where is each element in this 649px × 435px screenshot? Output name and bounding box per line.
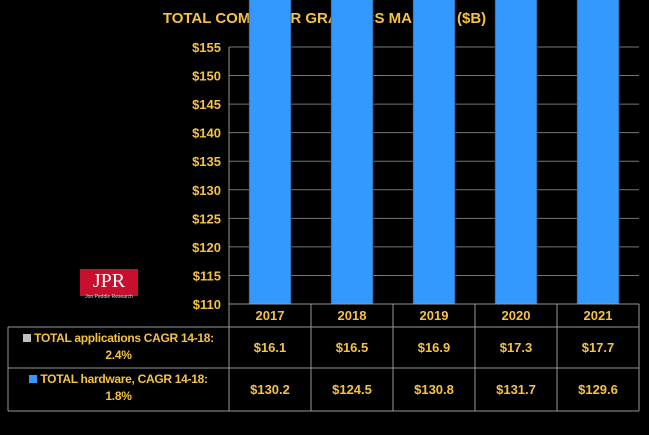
data-label: $16.5 [335, 340, 369, 355]
legend-swatch [29, 375, 38, 383]
data-label: $17.7 [581, 340, 615, 355]
data-label: $16.9 [417, 340, 451, 355]
jpr-logo-subtitle: Jon Peddie Research [85, 294, 133, 300]
legend-label-line2: 1.8% [105, 389, 132, 403]
bar-hardware [412, 0, 456, 305]
chart-title: TOTAL COMPUTER GRAPHICS MARKET ($B) [162, 10, 487, 27]
y-tick-label: $135 [192, 154, 221, 169]
data-label: $17.3 [499, 340, 533, 355]
legend-label-line1: TOTAL hardware, CAGR 14-18: [40, 372, 208, 386]
y-tick-label: $140 [192, 126, 221, 141]
bar-hardware [248, 0, 292, 305]
bar-hardware [494, 0, 538, 305]
legend-label: TOTAL hardware, CAGR 14-18: 1.8% [9, 371, 228, 405]
y-tick-label: $155 [192, 40, 221, 55]
y-tick-label: $150 [192, 69, 221, 84]
data-label: $124.5 [332, 382, 372, 397]
legend-swatch [23, 334, 32, 342]
y-tick-label: $125 [192, 211, 221, 226]
data-label: $129.6 [578, 382, 618, 397]
jpr-logo: JPR [80, 269, 138, 296]
x-tick-label: 2018 [337, 308, 367, 323]
bar-hardware [330, 0, 374, 305]
legend-label-line1: TOTAL applications CAGR 14-18: [34, 331, 214, 345]
x-tick-label: 2021 [583, 308, 613, 323]
data-label: $131.7 [496, 382, 536, 397]
y-tick-label: $145 [192, 97, 221, 112]
x-tick-label: 2017 [255, 308, 285, 323]
data-label: $130.8 [414, 382, 454, 397]
legend-label: TOTAL applications CAGR 14-18: 2.4% [9, 330, 228, 364]
data-label: $130.2 [250, 382, 290, 397]
legend-label-row1: TOTAL applications CAGR 14-18: [9, 330, 228, 347]
y-tick-label: $110 [193, 297, 221, 312]
data-label: $16.1 [253, 340, 287, 355]
legend-label-line2: 2.4% [105, 348, 132, 362]
legend-label-row1: TOTAL hardware, CAGR 14-18: [9, 371, 228, 388]
x-tick-label: 2019 [419, 308, 449, 323]
y-tick-label: $115 [193, 268, 221, 283]
bar-hardware [576, 0, 620, 305]
x-tick-label: 2020 [501, 308, 531, 323]
y-tick-label: $130 [192, 183, 221, 198]
y-tick-label: $120 [192, 240, 221, 255]
